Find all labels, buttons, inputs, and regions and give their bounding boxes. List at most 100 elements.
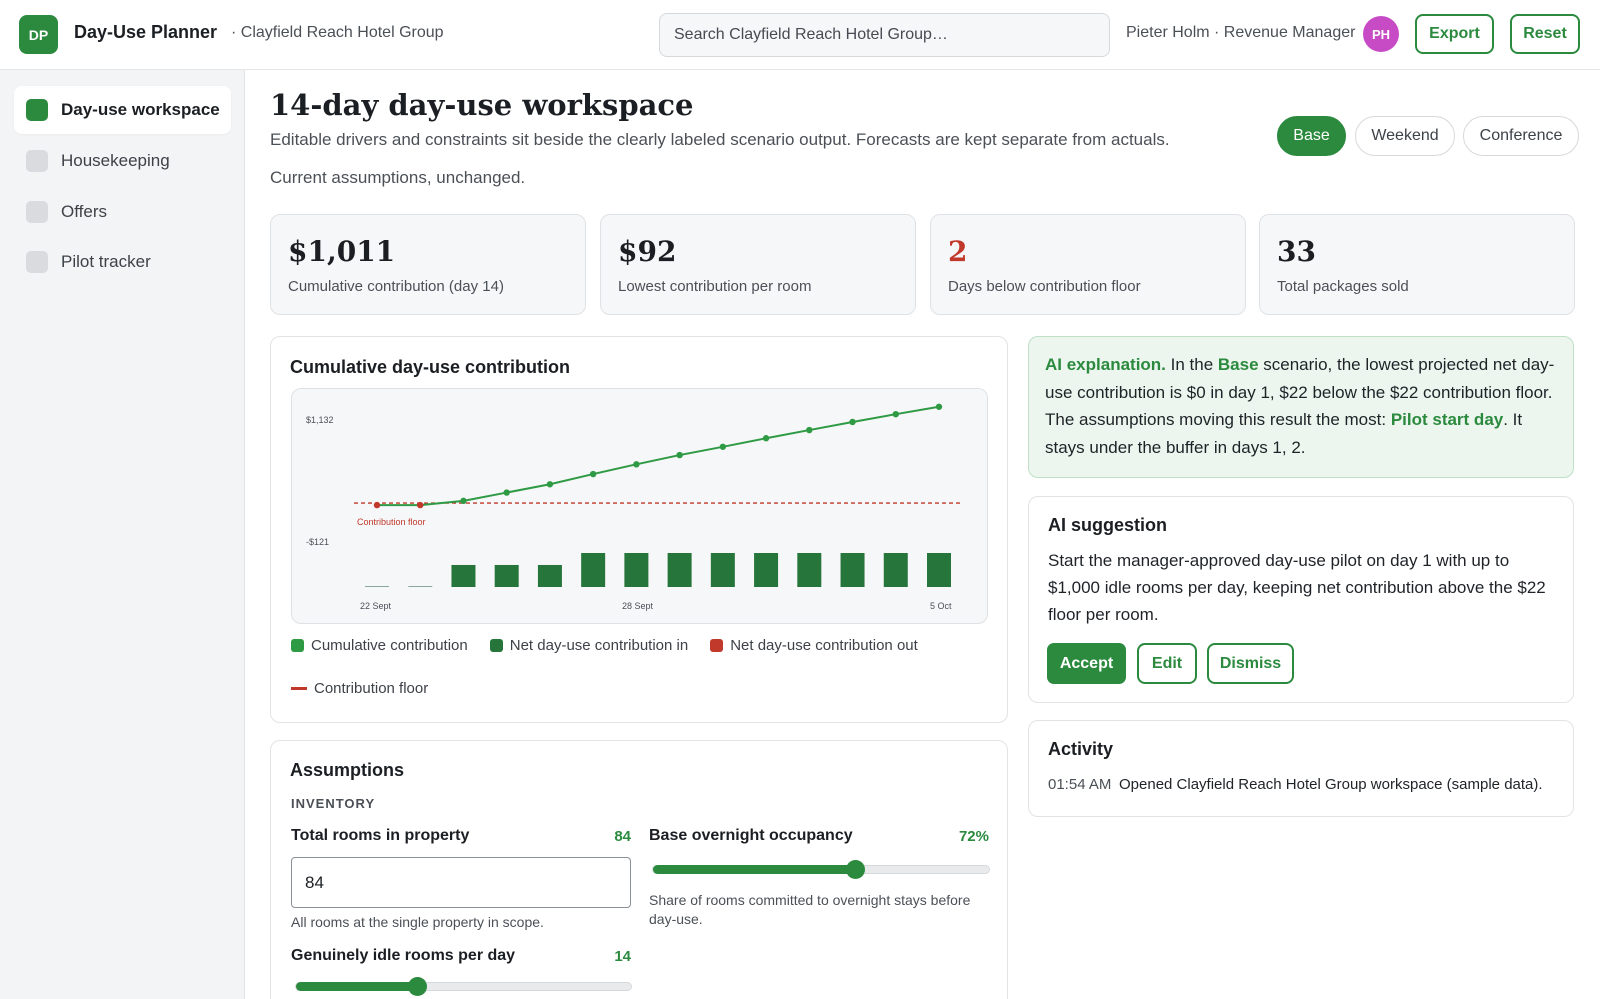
sidebar-item-label: Day-use workspace [61, 100, 220, 119]
ai-explanation-text: scenario, the lowest projected net day-u… [1045, 355, 1555, 429]
cumulative-point [892, 410, 899, 418]
page-title: 14-day day-use workspace [270, 88, 694, 122]
kpi-card-cumulative: $1,011 Cumulative contribution (day 14) [270, 214, 586, 315]
contribution-bar [927, 553, 951, 587]
total-rooms-input[interactable] [291, 857, 631, 908]
below-floor-point [417, 501, 424, 509]
kpi-label: Total packages sold [1277, 278, 1409, 295]
cumulative-point [935, 403, 943, 410]
app-title: Day-Use Planner [74, 22, 218, 42]
sidebar-item-label: Offers [61, 202, 107, 221]
cumulative-point [589, 470, 597, 478]
total-rooms-helper: All rooms at the single property in scop… [291, 914, 544, 930]
ai-explanation-heading: AI explanation. [1045, 355, 1166, 374]
cumulative-point [676, 451, 683, 459]
legend-swatch [710, 639, 724, 652]
contribution-bar [797, 553, 822, 587]
kpi-card-days-below: 2 Days below contribution floor [930, 214, 1246, 315]
ai-suggestion-title: AI suggestion [1048, 515, 1168, 535]
activity-text: Opened Clayfield Reach Hotel Group works… [1119, 776, 1543, 793]
chart-title: Cumulative day-use contribution [290, 357, 571, 377]
ai-suggestion-panel: AI suggestion Start the manager-approved… [1028, 496, 1574, 703]
contribution-bar [494, 564, 519, 587]
edit-button[interactable]: Edit [1137, 643, 1197, 684]
scenario-tab-conference[interactable]: Conference [1463, 116, 1579, 156]
field-label-total-rooms: Total rooms in property [291, 827, 470, 844]
sidebar-item-pilot-tracker[interactable]: Pilot tracker [14, 238, 231, 286]
cumulative-point [460, 497, 467, 505]
slider-thumb[interactable] [845, 860, 865, 879]
ai-explanation-text: In the [1165, 355, 1218, 374]
kpi-label: Lowest contribution per room [618, 278, 812, 295]
dismiss-button[interactable]: Dismiss [1207, 643, 1294, 684]
legend-label: Net day-use contribution in [509, 637, 689, 654]
sidebar-item-day-use-workspace[interactable]: Day-use workspace [14, 86, 231, 134]
export-button[interactable]: Export [1415, 14, 1494, 54]
cumulative-point [719, 443, 727, 450]
occupancy-helper: Share of rooms committed to overnight st… [649, 892, 971, 927]
kpi-value: 2 [948, 235, 968, 268]
field-value-idle-rooms: 14 [614, 948, 631, 965]
kpi-value: 33 [1277, 235, 1316, 268]
contribution-bar [754, 553, 779, 587]
contribution-bar [840, 553, 865, 587]
kpi-label: Cumulative contribution (day 14) [288, 278, 504, 295]
page-status: Current assumptions, unchanged. [270, 168, 526, 187]
legend-swatch [291, 639, 304, 652]
scenario-tab-weekend[interactable]: Weekend [1355, 116, 1455, 156]
ai-explanation-text: . It stays under the buffer in days 1, 2… [1045, 410, 1523, 457]
cumulative-point [546, 481, 554, 488]
search-input[interactable] [659, 13, 1110, 57]
assumptions-title: Assumptions [290, 760, 405, 780]
assumptions-panel: Assumptions INVENTORY Total rooms in pro… [270, 740, 1008, 999]
sidebar-item-offers[interactable]: Offers [14, 188, 231, 236]
field-label-occupancy: Base overnight occupancy [649, 827, 853, 844]
activity-panel: Activity 01:54 AM Opened Clayfield Reach… [1028, 720, 1574, 817]
org-name: · Clayfield Reach Hotel Group [231, 24, 444, 41]
user-label: Pieter Holm · Revenue Manager [1126, 24, 1356, 41]
scenario-tab-base[interactable]: Base [1277, 116, 1346, 156]
nav-square-icon [26, 201, 48, 223]
contribution-bar [581, 553, 606, 587]
section-label-inventory: INVENTORY [291, 796, 376, 811]
idle-rooms-slider[interactable] [295, 977, 632, 996]
below-floor-point [373, 501, 381, 509]
ai-explanation-driver: Pilot start day [1390, 410, 1504, 429]
field-value-occupancy: 72% [958, 828, 989, 845]
reset-button[interactable]: Reset [1510, 14, 1580, 54]
contribution-bar [667, 553, 692, 587]
field-label-idle-rooms: Genuinely idle rooms per day [291, 947, 516, 964]
floor-label: Contribution floor [357, 517, 426, 527]
cumulative-point [762, 435, 770, 442]
sidebar-item-label: Pilot tracker [61, 252, 151, 271]
cumulative-point [503, 489, 510, 496]
page-subtitle: Editable drivers and constraints sit bes… [270, 130, 1170, 149]
nav-square-icon [26, 99, 48, 121]
contribution-bar [710, 553, 735, 587]
avatar[interactable]: PH [1363, 16, 1399, 52]
nav-square-icon [26, 251, 48, 273]
nav-square-icon [26, 150, 48, 172]
y-tick-bottom: -$121 [306, 537, 329, 547]
legend-line [291, 687, 307, 690]
occupancy-slider[interactable] [652, 860, 990, 879]
cumulative-point [806, 426, 813, 434]
sidebar-item-housekeeping[interactable]: Housekeeping [14, 137, 231, 185]
activity-title: Activity [1048, 739, 1114, 759]
kpi-card-packages: 33 Total packages sold [1259, 214, 1575, 315]
x-tick-start: 22 Sept [360, 601, 392, 611]
ai-explanation: AI explanation. In the Base scenario, th… [1028, 336, 1574, 478]
slider-thumb[interactable] [407, 977, 427, 996]
slider-fill [653, 865, 855, 874]
chart-panel: Cumulative day-use contribution $1,132 -… [270, 336, 1008, 723]
cumulative-line [377, 405, 940, 507]
top-bar: DP Day-Use Planner · Clayfield Reach Hot… [0, 0, 1600, 70]
cumulative-point [849, 418, 856, 426]
contribution-bar [451, 564, 476, 587]
field-value-total-rooms: 84 [614, 828, 631, 845]
contribution-chart: $1,132 -$121 22 Sept 28 Sept 5 Oct Contr… [306, 403, 962, 611]
accept-button[interactable]: Accept [1047, 643, 1126, 684]
kpi-value: $1,011 [288, 235, 396, 268]
slider-fill [296, 982, 417, 991]
ai-suggestion-text: Start the manager-approved day-use pilot… [1048, 551, 1546, 624]
